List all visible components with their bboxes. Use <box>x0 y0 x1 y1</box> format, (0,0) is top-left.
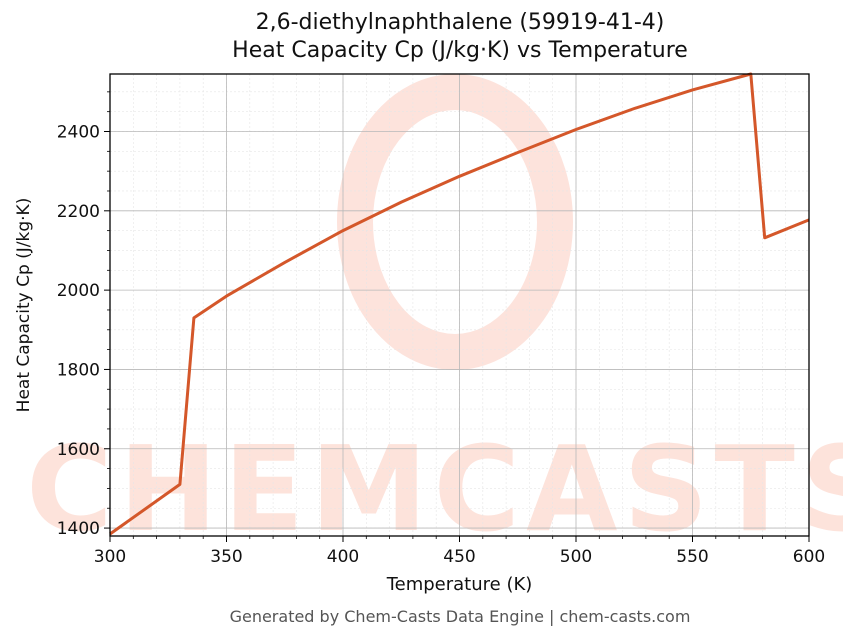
chart-title: 2,6-diethylnaphthalene (59919-41-4) <box>255 10 665 35</box>
y-tick-label: 1800 <box>57 360 100 380</box>
series-layer <box>109 72 810 536</box>
watermark-text: CHEMCASTS <box>26 420 843 558</box>
footer-credit: Generated by Chem-Casts Data Engine | ch… <box>229 607 691 626</box>
y-tick-label: 1400 <box>57 519 100 539</box>
x-axis-label: Temperature (K) <box>386 574 533 595</box>
chart-subtitle: Heat Capacity Cp (J/kg·K) vs Temperature <box>232 38 688 63</box>
y-tick-label: 2200 <box>57 202 100 222</box>
x-tick-label: 450 <box>443 547 475 567</box>
y-axis-label: Heat Capacity Cp (J/kg·K) <box>14 197 34 413</box>
x-tick-label: 550 <box>676 547 708 567</box>
series-line <box>109 72 810 536</box>
major-gridlines <box>109 74 810 536</box>
x-tick-label: 400 <box>327 547 359 567</box>
y-tick-label: 1600 <box>57 440 100 460</box>
x-tick-label: 300 <box>94 547 126 567</box>
y-tick-label: 2400 <box>57 123 100 143</box>
y-tick-label: 2000 <box>57 281 100 301</box>
axis-ticks: 300 350 400 450 500 550 600 1400 1600 1800 2000 220… <box>57 91 825 567</box>
watermark-logo: CHEMCASTS <box>26 74 843 558</box>
x-tick-label: 500 <box>560 547 592 567</box>
watermark-circle <box>337 74 573 370</box>
x-tick-label: 600 <box>793 547 825 567</box>
x-tick-label: 350 <box>210 547 242 567</box>
